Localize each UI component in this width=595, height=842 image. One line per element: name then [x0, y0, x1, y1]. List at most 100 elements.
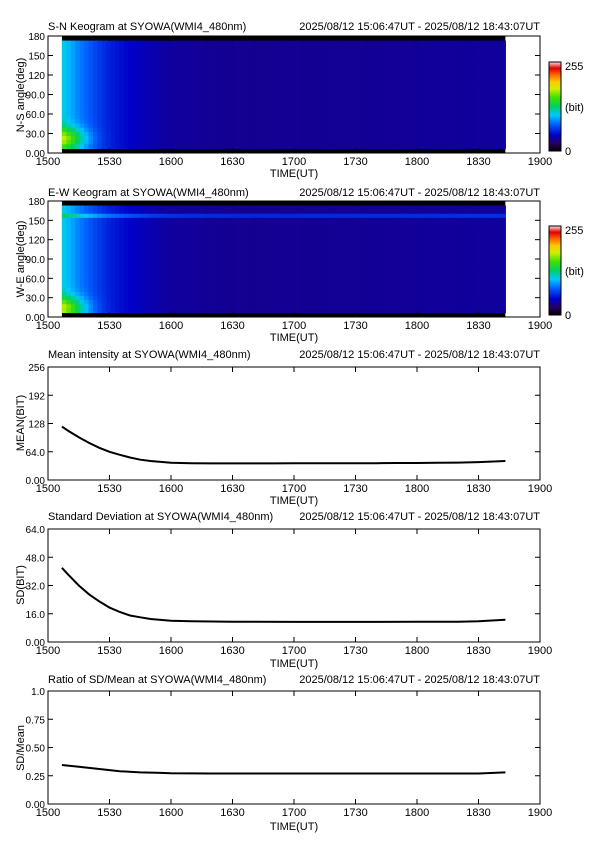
ew-colorbar-min-label: 0: [565, 310, 571, 322]
mean-intensity-xtick-label: 1630: [220, 483, 244, 495]
sn-keogram-time-range: 2025/08/12 15:06:47UT - 2025/08/12 18:43…: [299, 21, 540, 33]
sn-keogram-x-ticks: 1500 1530 1600 1630 1700 1730 1800 1830 1900: [36, 36, 552, 168]
sd-mean-ratio-xtick-label: 1800: [405, 807, 429, 819]
std-dev-ytick-label: 32.0: [26, 582, 46, 593]
sd-mean-ratio-plot-frame: [47, 690, 541, 805]
ew-keogram-xtick-label: 1530: [97, 320, 121, 332]
std-dev-title: Standard Deviation at SYOWA(WMI4_480nm): [48, 511, 273, 523]
sn-keogram-xtick-label: 1900: [528, 156, 552, 168]
sn-colorbar-unit-label: (bit): [565, 102, 584, 114]
sn-keogram-xtick-label: 1830: [466, 156, 490, 168]
mean-intensity-xtick-label: 1500: [36, 483, 60, 495]
mean-intensity-time-range: 2025/08/12 15:06:47UT - 2025/08/12 18:43…: [299, 349, 540, 361]
std-dev-xtick-label: 1900: [528, 645, 552, 657]
sd-mean-ratio-xtick-label: 1630: [220, 807, 244, 819]
std-dev-xtick-label: 1730: [343, 645, 367, 657]
sd-mean-ratio-title: Ratio of SD/Mean at SYOWA(WMI4_480nm): [48, 674, 266, 686]
mean-intensity-xtick-label: 1900: [528, 483, 552, 495]
ew-keogram-ytick-label: 90.0: [26, 255, 46, 266]
mean-intensity-xtick-label: 1730: [343, 483, 367, 495]
sd-mean-ratio-ytick-label: 0.50: [26, 744, 46, 755]
sd-mean-ratio-line: [61, 764, 506, 775]
ew-keogram-xtick-label: 1700: [282, 320, 306, 332]
ew-keogram-ytick-label: 120: [28, 236, 45, 247]
ew-keogram-ytick-label: 60.0: [26, 274, 46, 285]
ew-colorbar: [548, 225, 562, 316]
ew-keogram-y-ticks: 0.00 30.0 60.0 90.0 120 150 180: [26, 197, 540, 324]
ew-keogram-xtick-label: 1900: [528, 320, 552, 332]
ew-keogram-image: [61, 201, 506, 317]
sd-mean-ratio-ytick-label: 0.75: [26, 715, 46, 726]
sn-keogram-y-ticks: 0.00 30.0 60.0 90.0 120 150 180: [26, 32, 540, 160]
mean-intensity-xtick-label: 1830: [466, 483, 490, 495]
ew-keogram-x-ticks: 1500 1530 1600 1630 1700 1730 1800 1830 1900: [36, 201, 552, 332]
ew-keogram-xtick-label: 1500: [36, 320, 60, 332]
std-dev-line: [61, 567, 506, 623]
sd-mean-ratio-xtick-label: 1530: [97, 807, 121, 819]
std-dev-xtick-label: 1800: [405, 645, 429, 657]
ew-keogram-panel: E-W Keogram at SYOWA(WMI4_480nm) 2025/08…: [15, 187, 584, 344]
ew-keogram-ytick-label: 150: [28, 216, 45, 227]
sn-colorbar-max-label: 255: [565, 61, 583, 73]
mean-intensity-title: Mean intensity at SYOWA(WMI4_480nm): [48, 349, 251, 361]
sn-keogram-xtick-label: 1800: [405, 156, 429, 168]
sd-mean-ratio-ytick-label: 0.00: [26, 800, 46, 811]
std-dev-xtick-label: 1500: [36, 645, 60, 657]
std-dev-ytick-label: 16.0: [26, 610, 46, 621]
sn-keogram-ytick-label: 120: [28, 71, 45, 82]
mean-intensity-xtick-label: 1700: [282, 483, 306, 495]
std-dev-y-ticks: 0.00 16.0 32.0 48.0 64.0: [26, 525, 540, 649]
sd-mean-ratio-ytick-label: 1.0: [31, 687, 45, 698]
mean-intensity-ylabel: MEAN(BIT): [15, 395, 27, 451]
std-dev-x-ticks: 1500 1530 1600 1630 1700 1730 1800 1830 1900: [36, 529, 552, 657]
sn-keogram-title: S-N Keogram at SYOWA(WMI4_480nm): [48, 21, 246, 33]
mean-intensity-ytick-label: 128: [28, 420, 45, 431]
sd-mean-ratio-xtick-label: 1900: [528, 807, 552, 819]
mean-intensity-xtick-label: 1530: [97, 483, 121, 495]
sd-mean-ratio-xtick-label: 1500: [36, 807, 60, 819]
mean-intensity-panel: Mean intensity at SYOWA(WMI4_480nm) 2025…: [15, 349, 552, 507]
ew-keogram-title: E-W Keogram at SYOWA(WMI4_480nm): [48, 187, 249, 199]
sn-keogram-xtick-label: 1500: [36, 156, 60, 168]
sn-keogram-xtick-label: 1530: [97, 156, 121, 168]
std-dev-xtick-label: 1600: [159, 645, 183, 657]
ew-keogram-time-range: 2025/08/12 15:06:47UT - 2025/08/12 18:43…: [299, 187, 540, 199]
ew-keogram-xtick-label: 1600: [159, 320, 183, 332]
sd-mean-ratio-xtick-label: 1600: [159, 807, 183, 819]
sd-mean-ratio-xtick-label: 1830: [466, 807, 490, 819]
ew-keogram-ylabel: W-E angle(deg): [15, 221, 27, 298]
std-dev-xtick-label: 1830: [466, 645, 490, 657]
std-dev-ytick-label: 48.0: [26, 553, 46, 564]
sd-mean-ratio-ytick-label: 0.25: [26, 772, 46, 783]
sn-keogram-ytick-label: 0.00: [26, 149, 46, 160]
sn-keogram-xlabel: TIME(UT): [270, 168, 318, 180]
sd-mean-ratio-x-ticks: 1500 1530 1600 1630 1700 1730 1800 1830 1900: [36, 691, 552, 819]
mean-intensity-x-ticks: 1500 1530 1600 1630 1700 1730 1800 1830 1900: [36, 367, 552, 495]
sd-mean-ratio-ylabel: SD/Mean: [15, 725, 27, 771]
sn-keogram-xtick-label: 1730: [343, 156, 367, 168]
mean-intensity-line: [61, 425, 506, 465]
ew-keogram-ytick-label: 0.00: [26, 313, 46, 324]
ew-colorbar-unit-label: (bit): [565, 266, 584, 278]
mean-intensity-y-ticks: 0.00 64.0 128 192 256: [26, 363, 540, 487]
std-dev-ylabel: SD(BIT): [15, 565, 27, 605]
std-dev-panel: 2025/08/12 15:06:47UT - 2025/08/12 18:43…: [15, 511, 552, 670]
ew-keogram-xtick-label: 1800: [405, 320, 429, 332]
sn-keogram-xtick-label: 1600: [159, 156, 183, 168]
std-dev-plot-frame: [47, 528, 541, 643]
ew-keogram-xtick-label: 1830: [466, 320, 490, 332]
sn-keogram-ytick-label: 90.0: [26, 91, 46, 102]
mean-intensity-ytick-label: 256: [28, 363, 45, 374]
std-dev-ytick-label: 64.0: [26, 525, 46, 536]
ew-keogram-xtick-label: 1730: [343, 320, 367, 332]
ew-keogram-xlabel: TIME(UT): [270, 332, 318, 344]
sn-keogram-panel: S-N Keogram at SYOWA(WMI4_480nm) 2025/08…: [15, 21, 584, 180]
ew-keogram-ytick-label: 180: [28, 197, 45, 208]
ew-keogram-ytick-label: 30.0: [26, 294, 46, 305]
mean-intensity-xtick-label: 1600: [159, 483, 183, 495]
sn-keogram-xtick-label: 1700: [282, 156, 306, 168]
sd-mean-ratio-panel: 2025/08/12 15:06:47UT - 2025/08/12 18:43…: [15, 674, 552, 833]
std-dev-xtick-label: 1630: [220, 645, 244, 657]
std-dev-xlabel: TIME(UT): [270, 658, 318, 670]
sd-mean-ratio-time-range: 2025/08/12 15:06:47UT - 2025/08/12 18:43…: [299, 674, 540, 686]
